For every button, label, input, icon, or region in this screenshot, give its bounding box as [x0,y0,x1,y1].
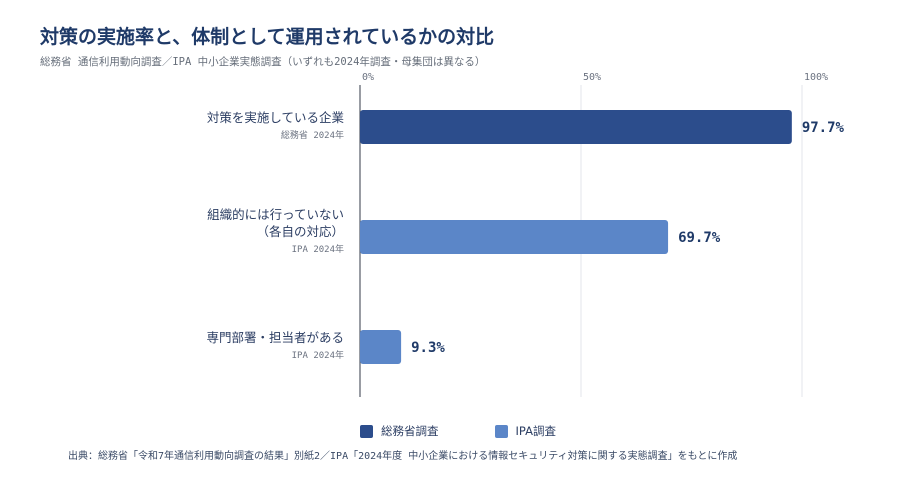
chart-subtitle: 総務省 通信利用動向調査／IPA 中小企業実態調査（いずれも2024年調査・母集… [40,56,486,68]
legend-swatch-ipa [494,424,508,438]
category-source-3: IPA 2024年 [292,349,344,361]
value-label-3: 9.3% [411,340,445,356]
category-source-1: 総務省 2024年 [281,129,344,141]
value-label-1: 97.7% [802,120,845,136]
bar-3 [360,330,402,364]
bar-2 [360,220,669,254]
category-label-1-line-1: 対策を実施している企業 [207,110,345,125]
value-label-2: 69.7% [678,230,721,246]
legend-item-ipa: IPA調査 [494,423,556,439]
legend-label-soumu: 総務省調査 [381,424,439,438]
tick-label-0: 0% [362,72,374,83]
legend-item-soumu: 総務省調査 [360,423,439,439]
category-label-3-line-1: 専門部署・担当者がある [206,330,344,345]
bar-1 [360,110,792,144]
legend: 総務省調査 IPA調査 [360,423,556,439]
source-note: 出典：総務省「令和7年通信利用動向調査の結果」別紙2／IPA「2024年度 中小… [68,451,738,462]
category-label-2-line-2: （各自の対応） [256,224,344,239]
tick-label-100: 100% [804,72,828,83]
category-source-2: IPA 2024年 [292,243,344,255]
legend-swatch-soumu [360,424,373,438]
chart-title: 対策の実施率と、体制として運用されているかの対比 [40,26,495,48]
tick-label-50: 50% [583,72,601,83]
legend-label-ipa: IPA調査 [515,424,556,438]
category-label-2-line-1: 組織的には行っていない [207,207,344,222]
